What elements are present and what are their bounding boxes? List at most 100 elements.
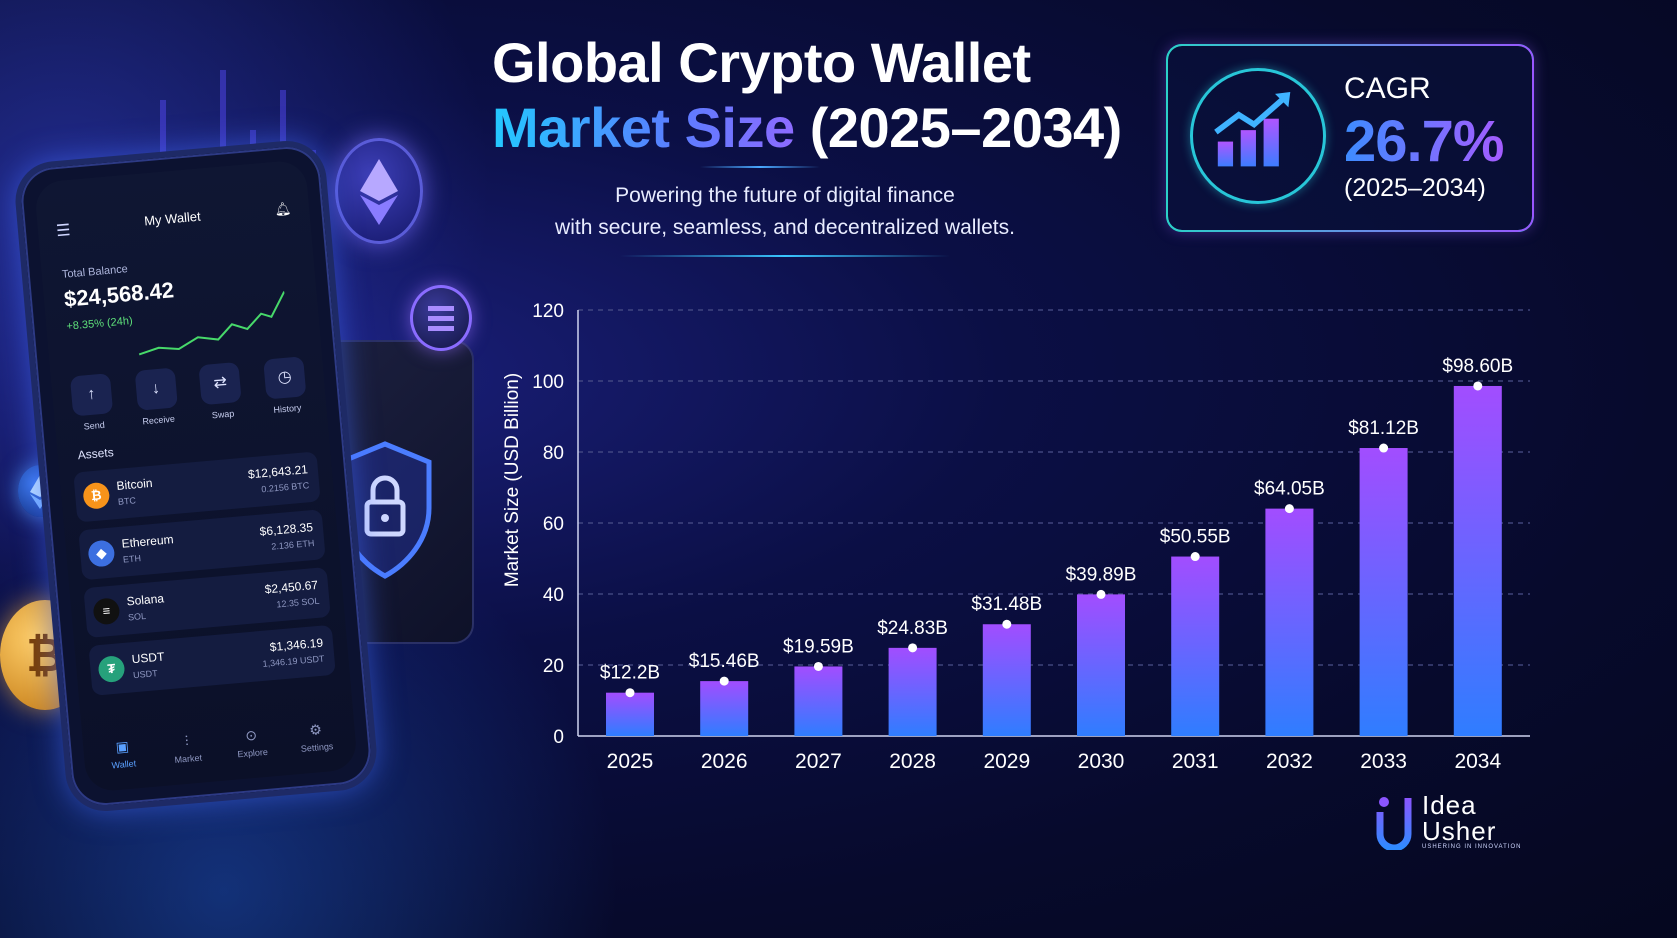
- bar-top-dot: [1284, 504, 1294, 514]
- cagr-period: (2025–2034): [1344, 174, 1486, 202]
- data-label: $12.2B: [600, 663, 660, 684]
- usdt-icon: ₮: [97, 655, 126, 684]
- y-tick-label: 120: [532, 301, 564, 322]
- x-tick-label: 2028: [889, 750, 936, 773]
- logo-text-usher: Usher: [1422, 816, 1497, 846]
- bar: [1171, 556, 1220, 736]
- bar-top-dot: [1379, 443, 1389, 453]
- subtitle-divider: [620, 255, 950, 257]
- data-label: $98.60B: [1442, 356, 1513, 377]
- balance-label: Total Balance: [61, 263, 129, 281]
- asset-name: Bitcoin: [115, 475, 154, 493]
- bar: [1077, 594, 1125, 736]
- asset-symbol: BTC: [117, 495, 137, 507]
- data-label: $50.55B: [1160, 527, 1231, 548]
- eth-icon: ◆: [87, 539, 116, 568]
- asset-name: Solana: [126, 591, 165, 609]
- bar-top-dot: [1002, 619, 1012, 629]
- y-tick-label: 20: [543, 656, 564, 677]
- bar: [888, 647, 937, 736]
- x-tick-label: 2034: [1454, 750, 1501, 773]
- bar: [1359, 448, 1408, 736]
- chart-svg: Market Size (USD Billion) 0 20 40 60 80 100 12…: [502, 301, 1530, 773]
- idea-usher-logo: Idea Usher USHERING IN INNOVATION: [1376, 790, 1526, 854]
- subtitle: Powering the future of digital finance w…: [540, 180, 1030, 244]
- bar-top-dot: [813, 661, 823, 671]
- nav-explore[interactable]: ⊙ Explore: [226, 725, 279, 760]
- x-tick-label: 2033: [1360, 750, 1407, 773]
- bar: [700, 681, 749, 736]
- send-action[interactable]: ↑ Send: [65, 373, 120, 433]
- y-tick-label: 80: [543, 443, 564, 464]
- gear-icon: ⚙: [308, 721, 323, 739]
- asset-amount: 12.35 SOL: [276, 595, 320, 610]
- data-label: $31.48B: [971, 594, 1042, 615]
- bar: [1265, 508, 1314, 736]
- bar: [606, 692, 654, 736]
- wallet-header: My Wallet: [143, 208, 202, 229]
- asset-value: $1,346.19: [269, 635, 324, 655]
- nav-wallet[interactable]: ▣ Wallet: [97, 736, 150, 771]
- asset-amount: 1,346.19 USDT: [262, 653, 325, 669]
- bar-top-dot: [625, 688, 635, 698]
- asset-symbol: USDT: [132, 668, 158, 681]
- bar: [1453, 385, 1502, 736]
- bar-top-dot: [1190, 552, 1200, 562]
- bar-top-dot: [719, 676, 729, 686]
- x-tick-label: 2027: [795, 750, 842, 773]
- y-tick-label: 100: [532, 372, 564, 393]
- data-label: $19.59B: [783, 636, 854, 657]
- asset-value: $12,643.21: [247, 462, 309, 482]
- btc-icon: ₿: [82, 481, 111, 510]
- asset-row[interactable]: ₮ USDT USDT $1,346.19 1,346.19 USDT: [88, 624, 336, 696]
- subtitle-line-2: with secure, seamless, and decentralized…: [555, 216, 1015, 239]
- logo-mark-icon: [1376, 797, 1412, 850]
- sol-icon: ≡: [92, 597, 121, 626]
- title-line-2: Market Size (2025–2034): [492, 95, 1122, 160]
- cagr-card: CAGR 26.7% (2025–2034): [1166, 44, 1534, 232]
- title-highlight: Market Size: [492, 96, 795, 159]
- balance-sparkline: [138, 291, 286, 356]
- x-tick-label: 2031: [1172, 750, 1219, 773]
- history-action[interactable]: ◷ History: [258, 356, 313, 416]
- logo-text-idea: Idea: [1422, 790, 1477, 820]
- x-tick-label: 2025: [607, 750, 654, 773]
- phone-mockup: ☰ My Wallet 🔔︎ Total Balance $24,568.42 …: [12, 137, 380, 815]
- wallet-icon: ▣: [114, 737, 130, 756]
- data-label: $15.46B: [689, 651, 760, 672]
- y-axis-title: Market Size (USD Billion): [502, 373, 523, 587]
- bell-icon[interactable]: 🔔︎: [273, 200, 292, 218]
- x-tick-label: 2030: [1078, 750, 1125, 773]
- growth-chart-icon: [1190, 68, 1326, 204]
- explore-icon: ⊙: [244, 726, 258, 744]
- y-tick-label: 40: [543, 585, 564, 606]
- x-tick-label: 2029: [983, 750, 1030, 773]
- title-divider: [700, 166, 820, 168]
- x-tick-label: 2026: [701, 750, 748, 773]
- x-tick-label: 2032: [1266, 750, 1313, 773]
- market-icon: ⫶: [184, 732, 190, 749]
- bar: [794, 666, 843, 736]
- title-line-1: Global Crypto Wallet: [492, 31, 1031, 94]
- asset-symbol: ETH: [122, 553, 142, 565]
- asset-name: USDT: [131, 649, 165, 667]
- subtitle-line-1: Powering the future of digital finance: [615, 184, 955, 207]
- cagr-label: CAGR: [1344, 72, 1431, 105]
- asset-value: $2,450.67: [264, 577, 319, 597]
- arrow-down-icon: ↓: [134, 367, 178, 411]
- y-tick-label: 60: [543, 514, 564, 535]
- shield-lock-icon: [338, 441, 432, 579]
- receive-action[interactable]: ↓ Receive: [129, 367, 184, 427]
- asset-amount: 2.136 ETH: [270, 537, 315, 552]
- arrow-up-icon: ↑: [69, 373, 114, 417]
- solana-coin-icon: [410, 285, 472, 351]
- bar-top-dot: [908, 643, 918, 653]
- ethereum-coin-icon: [335, 138, 423, 244]
- nav-market[interactable]: ⫶ Market: [161, 731, 214, 766]
- asset-amount: 0.2156 BTC: [260, 480, 310, 495]
- asset-name: Ethereum: [121, 532, 175, 551]
- menu-icon[interactable]: ☰: [55, 222, 72, 241]
- assets-heading: Assets: [77, 445, 115, 463]
- nav-settings[interactable]: ⚙ Settings: [290, 719, 343, 754]
- swap-action[interactable]: ⇄ Swap: [194, 361, 249, 421]
